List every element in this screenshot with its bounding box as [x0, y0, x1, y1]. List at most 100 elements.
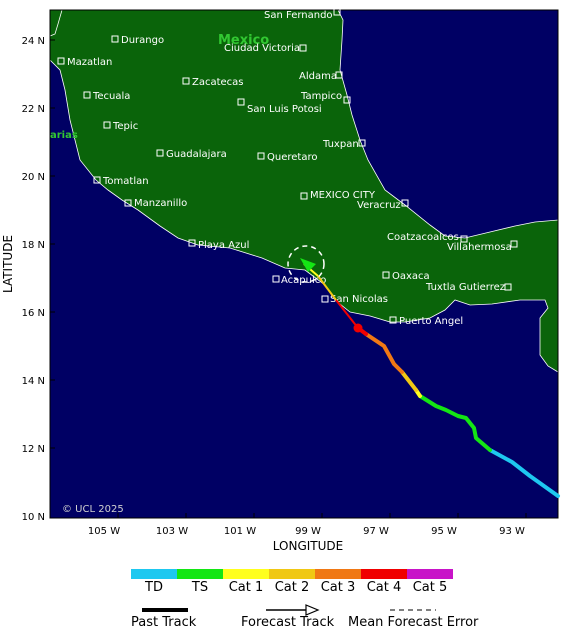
track-segment-cat2 [400, 370, 418, 392]
city-marker [103, 121, 111, 129]
city-label: Zacatecas [192, 77, 244, 88]
legend-category-label: Cat 4 [366, 580, 402, 595]
past-track-label: Past Track [131, 615, 197, 630]
map-frame [49, 9, 559, 519]
lon-tick-label: 95 W [431, 526, 457, 537]
legend-category-label: Cat 1 [228, 580, 264, 595]
city-label: Puerto Angel [399, 316, 463, 327]
mean-error-label: Mean Forecast Error [348, 615, 479, 630]
city-label: Manzanillo [134, 198, 187, 209]
city-marker [272, 275, 280, 283]
city-label: Tecuala [92, 91, 130, 102]
forecast-track-label: Forecast Track [241, 615, 335, 630]
city-marker [321, 295, 329, 303]
lon-tick-label: 93 W [499, 526, 525, 537]
country-label: Mexico [218, 33, 269, 48]
track-segment-ts [418, 394, 492, 452]
forecast-track-line [317, 275, 337, 301]
legend-color-swatch [269, 569, 315, 579]
city-marker [83, 91, 91, 99]
current-position-marker [353, 323, 363, 333]
city-label: Ciudad Victoria [224, 43, 300, 54]
legend-color-swatch [131, 569, 177, 579]
lon-tick-label: 101 W [224, 526, 256, 537]
city-label: Playa Azul [198, 240, 249, 251]
lat-tick-label: 12 N [22, 444, 45, 455]
city-marker [335, 71, 343, 79]
legend-color-swatch [361, 569, 407, 579]
city-marker [237, 98, 245, 106]
city-label: Tampico [300, 91, 342, 102]
track-segment-td [488, 448, 560, 498]
city-marker [93, 176, 101, 184]
city-label: Veracruz [357, 200, 401, 211]
city-label: Tepic [112, 121, 138, 132]
city-marker [504, 283, 512, 291]
city-marker [389, 316, 397, 324]
city-marker [188, 239, 196, 247]
city-label: MEXICO CITY [310, 190, 376, 201]
city-marker [358, 139, 366, 147]
city-label: San Nicolas [330, 294, 388, 305]
city-marker [124, 199, 132, 207]
city-marker [382, 271, 390, 279]
city-marker [300, 192, 308, 200]
legend-color-swatch [223, 569, 269, 579]
city-marker [57, 57, 65, 65]
lon-tick-label: 105 W [88, 526, 120, 537]
city-label: Acapulco [281, 275, 326, 286]
island-label: arias [50, 130, 78, 141]
axis-ticks [50, 39, 527, 518]
city-marker [257, 152, 265, 160]
city-label: Aldama [299, 71, 337, 82]
legend-category-label: TD [145, 580, 163, 595]
lat-tick-label: 20 N [22, 172, 45, 183]
x-axis-title: LONGITUDE [273, 539, 343, 553]
city-label: Coatzacoalcos [387, 232, 459, 243]
city-marker [299, 44, 307, 52]
lon-tick-label: 97 W [363, 526, 389, 537]
forecast-track-key-arrow [305, 604, 320, 616]
city-marker [510, 240, 518, 248]
lat-tick-label: 22 N [22, 104, 45, 115]
lat-tick-label: 16 N [22, 308, 45, 319]
city-label: San Fernando [264, 10, 333, 21]
copyright-label: © UCL 2025 [62, 504, 124, 515]
lon-tick-label: 103 W [156, 526, 188, 537]
lat-tick-label: 24 N [22, 36, 45, 47]
city-marker [333, 8, 341, 16]
forecast-error-circle [287, 245, 325, 283]
lat-tick-label: 14 N [22, 376, 45, 387]
legend-color-swatch [407, 569, 453, 579]
lon-tick-label: 99 W [295, 526, 321, 537]
y-axis-title: LATITUDE [1, 235, 15, 293]
city-label: Durango [121, 35, 164, 46]
forecast-track-line [335, 299, 359, 329]
city-marker [343, 96, 351, 104]
legend-category-label: TS [191, 580, 209, 595]
city-marker [182, 77, 190, 85]
legend-color-swatch [177, 569, 223, 579]
city-label: Tuxpan [322, 139, 359, 150]
city-label: Villahermosa [447, 242, 512, 253]
lat-tick-label: 18 N [22, 240, 45, 251]
forecast-arrow-head [300, 258, 316, 272]
legend-category-label: Cat 5 [412, 580, 448, 595]
city-label: Tomatlan [102, 176, 149, 187]
city-marker [401, 199, 409, 207]
track-segment-cat3 [364, 332, 404, 374]
legend-category-label: Cat 2 [274, 580, 310, 595]
city-marker [156, 149, 164, 157]
city-label: Mazatlan [67, 57, 112, 68]
city-marker [111, 35, 119, 43]
city-label: Queretaro [267, 152, 317, 163]
city-label: Tuxtla Gutierrez [425, 282, 505, 293]
city-label: Oaxaca [392, 271, 430, 282]
lat-tick-label: 10 N [22, 512, 45, 523]
legend-category-label: Cat 3 [320, 580, 356, 595]
city-marker [460, 235, 468, 243]
city-label: Guadalajara [166, 149, 227, 160]
legend-color-swatch [315, 569, 361, 579]
mexico-land [49, 9, 559, 373]
